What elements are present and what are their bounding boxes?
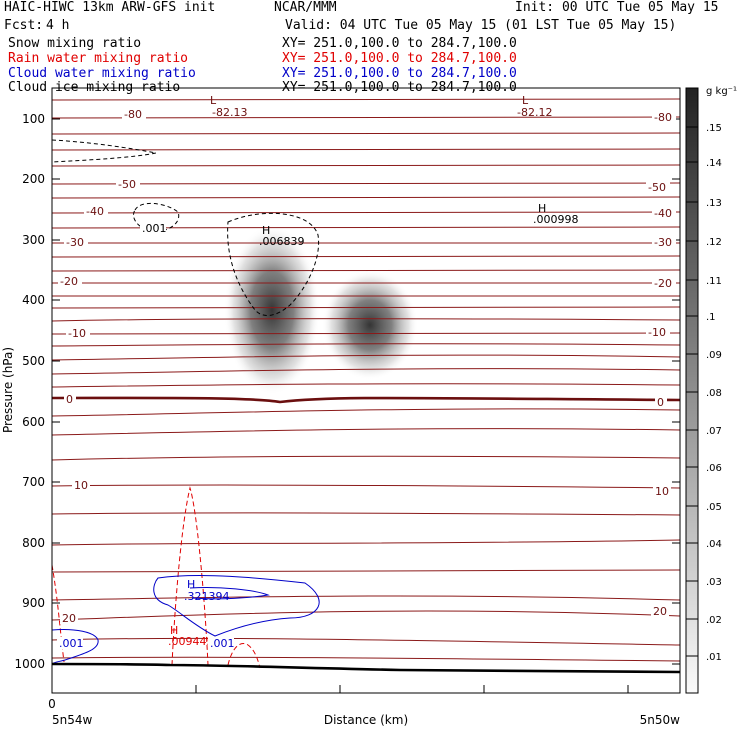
init-time: Init: 00 UTC Tue 05 May 15 <box>515 0 719 15</box>
cw-high-letter: H <box>187 578 195 591</box>
ice-high2-letter: H <box>538 202 546 215</box>
field-xy-cloud-water: XY= 251.0,100.0 to 284.7,100.0 <box>282 66 517 81</box>
colorbar-tick-label: .03 <box>706 577 722 588</box>
colorbar-tick-label: .09 <box>706 350 722 361</box>
y-tick-label: 100 <box>22 112 45 126</box>
forecast-label: Fcst: <box>4 18 44 33</box>
y-tick-label: 200 <box>22 172 45 186</box>
field-name-cloud-water: Cloud water mixing ratio <box>8 66 196 81</box>
rain-high-value: .009445 <box>168 635 214 648</box>
colorbar-tick-label: .01 <box>706 652 722 663</box>
temp-label-right: -80 <box>654 111 672 124</box>
y-tick-label: 700 <box>22 475 45 489</box>
colorbar-tick-label: .13 <box>706 198 722 209</box>
colorbar-tick-label: .08 <box>706 388 722 399</box>
x-axis-label: Distance (km) <box>324 713 408 727</box>
temp-label-right: -50 <box>648 181 666 194</box>
temp-label-left: 0 <box>66 393 73 406</box>
y-tick-label: 1000 <box>14 657 45 671</box>
rain-high-letter: H <box>170 624 178 637</box>
x-start-label: 5n54w <box>52 713 93 727</box>
zero-isotherm <box>52 396 680 404</box>
temp-label-right: -40 <box>654 207 672 220</box>
colorbar-tick-label: .15 <box>706 123 722 134</box>
y-tick-label: 500 <box>22 354 45 368</box>
colorbar-tick-label: .14 <box>706 158 722 169</box>
colorbar-tick-label: .1 <box>706 312 716 323</box>
temp-label-left: 10 <box>74 479 88 492</box>
y-tick-label: 600 <box>22 415 45 429</box>
y-tick-label: 400 <box>22 293 45 307</box>
y-tick-label: 800 <box>22 536 45 550</box>
y-tick-label: 300 <box>22 233 45 247</box>
valid-time: Valid: 04 UTC Tue 05 May 15 (01 LST Tue … <box>285 18 677 33</box>
temp-label-left: -20 <box>60 275 78 288</box>
y-tick-label: 900 <box>22 596 45 610</box>
low-right-letter: L <box>522 94 529 107</box>
temp-label-right: 20 <box>653 605 667 618</box>
cw-high-value: .321394 <box>184 590 230 603</box>
low-right-value: -82.12 <box>517 106 552 119</box>
low-left-value: -82.13 <box>212 106 247 119</box>
field-xy-rain: XY= 251.0,100.0 to 284.7,100.0 <box>282 51 517 66</box>
colorbar-tick-label: .04 <box>706 539 722 550</box>
colorbar-tick-label: .06 <box>706 463 722 474</box>
colorbar: g kg⁻¹ .15 .14 .13 .12 .11 .1 .09 .08 .0… <box>685 86 737 694</box>
temperature-contours <box>52 98 680 662</box>
cw-low-value: .001 <box>210 637 235 650</box>
low-left-letter: L <box>210 94 217 107</box>
temp-label-left: -40 <box>86 205 104 218</box>
temp-label-right: -20 <box>654 277 672 290</box>
ice-high2-value: .000998 <box>533 213 579 226</box>
y-axis-label: Pressure (hPa) <box>1 347 15 433</box>
field-name-snow: Snow mixing ratio <box>8 36 142 51</box>
temp-label-right: 0 <box>657 396 664 409</box>
colorbar-tick-label: .02 <box>706 615 722 626</box>
temp-label-left: -50 <box>118 178 136 191</box>
temp-label-right: -30 <box>654 236 672 249</box>
ice-high-letter: H <box>262 224 270 237</box>
rain-contours <box>52 486 261 669</box>
colorbar-tick-label: .12 <box>706 237 722 248</box>
colorbar-tick-label: .11 <box>706 276 722 287</box>
temp-label-left: -80 <box>124 108 142 121</box>
colorbar-tick-label: .05 <box>706 502 722 513</box>
temp-label-left: -10 <box>68 327 86 340</box>
x-tick-zero: 0 <box>48 697 56 711</box>
terrain-line <box>52 662 680 674</box>
x-end-label: 5n50w <box>640 713 681 727</box>
temp-label-right: -10 <box>648 326 666 339</box>
ice-high-value: .006839 <box>259 235 305 248</box>
temp-label-left: -30 <box>66 236 84 249</box>
organization-label: NCAR/MMM <box>274 0 337 15</box>
temp-label-right: 10 <box>655 485 669 498</box>
field-name-rain: Rain water mixing ratio <box>8 51 189 66</box>
colorbar-unit: g kg⁻¹ <box>706 86 737 97</box>
y-axis-ticks <box>52 118 680 665</box>
x-axis-ticks <box>195 685 629 693</box>
colorbar-tick-label: .07 <box>706 426 722 437</box>
ice-min-value: .001 <box>142 222 167 235</box>
chart-title: HAIC-HIWC 13km ARW-GFS init <box>4 0 216 15</box>
snow-shading <box>224 225 418 395</box>
cw-low-value: .001 <box>59 637 84 650</box>
cloud-water-contours <box>52 574 320 665</box>
forecast-value: 4 h <box>46 18 70 33</box>
plot-frame <box>51 87 681 694</box>
field-xy-snow: XY= 251.0,100.0 to 284.7,100.0 <box>282 36 517 51</box>
temp-label-left: 20 <box>62 612 76 625</box>
